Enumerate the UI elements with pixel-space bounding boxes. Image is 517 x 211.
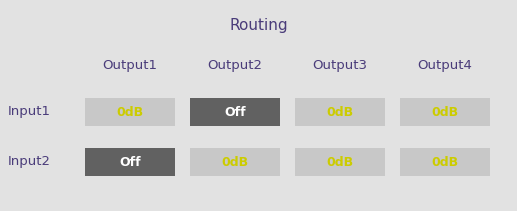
FancyBboxPatch shape xyxy=(295,148,385,176)
Text: 0dB: 0dB xyxy=(326,156,354,169)
FancyBboxPatch shape xyxy=(400,148,490,176)
Text: 0dB: 0dB xyxy=(221,156,249,169)
FancyBboxPatch shape xyxy=(400,98,490,126)
Text: Output3: Output3 xyxy=(312,58,368,72)
Text: 0dB: 0dB xyxy=(432,156,459,169)
Text: 0dB: 0dB xyxy=(432,106,459,119)
Text: Input1: Input1 xyxy=(8,106,51,119)
Text: Input2: Input2 xyxy=(8,156,51,169)
FancyBboxPatch shape xyxy=(190,148,280,176)
FancyBboxPatch shape xyxy=(295,98,385,126)
Text: Routing: Routing xyxy=(229,18,288,33)
Text: Output4: Output4 xyxy=(418,58,473,72)
Text: Output1: Output1 xyxy=(102,58,158,72)
Text: Off: Off xyxy=(224,106,246,119)
Text: 0dB: 0dB xyxy=(326,106,354,119)
FancyBboxPatch shape xyxy=(190,98,280,126)
FancyBboxPatch shape xyxy=(85,98,175,126)
Text: Output2: Output2 xyxy=(207,58,263,72)
FancyBboxPatch shape xyxy=(85,148,175,176)
Text: 0dB: 0dB xyxy=(116,106,144,119)
Text: Off: Off xyxy=(119,156,141,169)
